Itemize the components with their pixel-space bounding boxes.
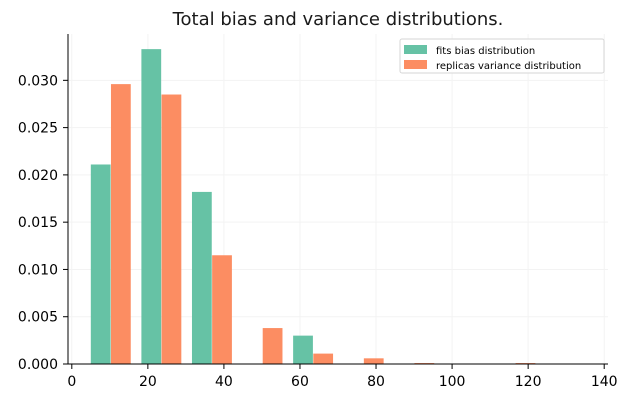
- legend-swatch-1: [404, 60, 427, 69]
- bar-series1-5: [363, 358, 384, 364]
- y-tick-label-1: 0.005: [18, 310, 58, 326]
- y-tick-label-4: 0.020: [18, 168, 58, 184]
- legend: fits bias distribution replicas variance …: [399, 38, 605, 74]
- legend-label-0: fits bias distribution: [436, 46, 535, 57]
- x-tick-label-5: 100: [439, 374, 466, 390]
- x-tick-label-6: 120: [515, 374, 542, 390]
- x-tick-label-3: 60: [291, 374, 309, 390]
- bars: [90, 49, 536, 365]
- bar-series1-4: [313, 353, 334, 364]
- bar-series0-1: [141, 49, 162, 365]
- bar-series1-1: [161, 94, 182, 365]
- chart-title: Total bias and variance distributions.: [172, 9, 504, 30]
- axes: 0.000 0.005 0.010 0.015 0.020 0.025 0.030 0 20 40…: [18, 34, 618, 390]
- bar-series1-3: [262, 328, 283, 364]
- x-tick-label-1: 20: [139, 374, 157, 390]
- x-tick-label-0: 0: [67, 374, 76, 390]
- y-tick-label-0: 0.000: [18, 357, 58, 373]
- x-tick-label-2: 40: [215, 374, 233, 390]
- x-tick-label-7: 140: [591, 374, 618, 390]
- bar-series0-3: [293, 335, 313, 364]
- x-tick-label-4: 80: [367, 374, 385, 390]
- y-tick-label-6: 0.030: [18, 73, 58, 89]
- y-tick-label-5: 0.025: [18, 121, 58, 137]
- bar-series1-2: [212, 255, 232, 364]
- legend-box: [399, 38, 605, 74]
- y-tick-label-2: 0.010: [18, 262, 58, 278]
- bar-series0-2: [191, 191, 212, 364]
- legend-label-1: replicas variance distribution: [436, 61, 581, 72]
- legend-swatch-0: [404, 45, 427, 54]
- bar-series0-0: [90, 164, 111, 364]
- bar-series1-0: [110, 84, 131, 364]
- y-tick-label-3: 0.015: [18, 215, 58, 231]
